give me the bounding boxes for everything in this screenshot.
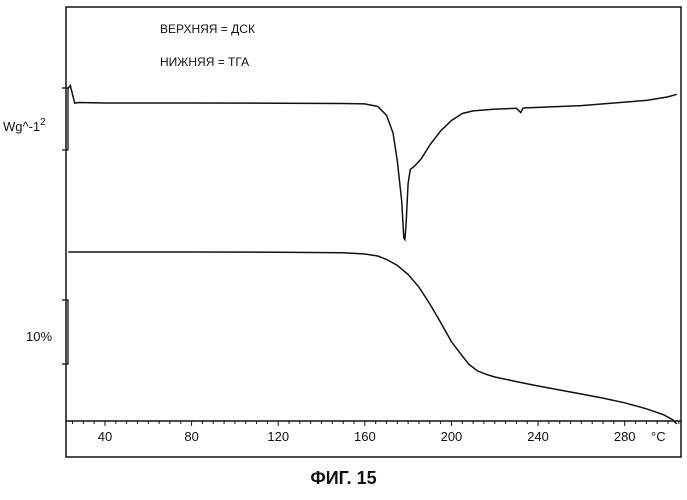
- tga-scale-bracket: [62, 300, 68, 364]
- dsc-scale-exponent: 2: [40, 117, 46, 128]
- dsc-scale-unit: Wg^-1: [3, 119, 40, 134]
- dsc-scale-label: Wg^-12: [3, 117, 46, 134]
- x-tick-label: 80: [184, 429, 198, 444]
- series-line-dsc: [68, 86, 677, 240]
- x-tick-label: 240: [527, 429, 549, 444]
- x-axis-labels: 40 80 120 160 200 240 280: [98, 429, 636, 444]
- tga-scale-label: 10%: [26, 329, 52, 344]
- figure-caption: ФИГ. 15: [0, 468, 687, 489]
- dsc-scale-bracket: [62, 88, 68, 150]
- x-axis-unit: °C: [651, 429, 666, 444]
- plot-frame: [66, 7, 681, 457]
- x-tick-label: 120: [267, 429, 289, 444]
- x-tick-label: 200: [441, 429, 463, 444]
- tga-dsc-chart: ВЕРХНЯЯ = ДСК НИЖНЯЯ = ТГА Wg^-12 10% 40…: [0, 0, 687, 460]
- x-tick-label: 40: [98, 429, 112, 444]
- legend-entry-tga: НИЖНЯЯ = ТГА: [160, 55, 249, 69]
- legend-entry-dsc: ВЕРХНЯЯ = ДСК: [160, 22, 255, 36]
- x-tick-label: 160: [354, 429, 376, 444]
- x-tick-label: 280: [614, 429, 636, 444]
- series-line-tga: [68, 252, 677, 424]
